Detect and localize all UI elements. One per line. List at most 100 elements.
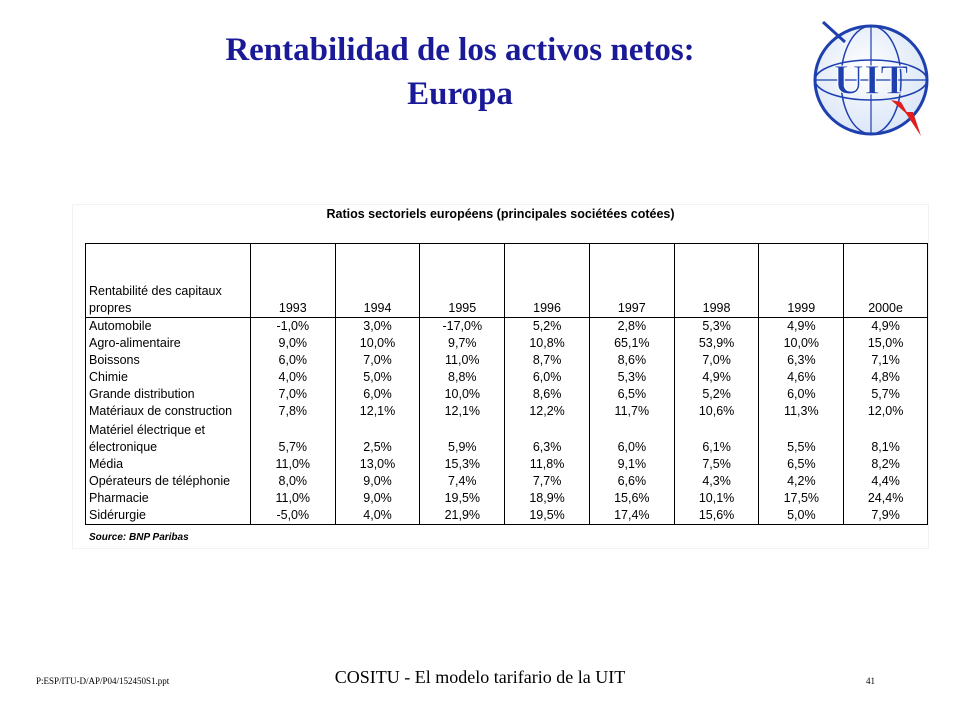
ratio-cell: 4,0% (249, 369, 336, 386)
ratio-cell: 8,0% (249, 473, 336, 490)
ratio-cell: 11,0% (419, 352, 506, 369)
ratio-cell: 7,5% (673, 456, 760, 473)
year-header: 1994 (334, 243, 421, 318)
table-row: Matériel électrique et électronique 5,7% 2… (85, 420, 928, 456)
ratio-cell: 12,1% (419, 403, 506, 420)
ratio-cell: 9,0% (334, 473, 421, 490)
ratio-cell: 5,0% (758, 507, 845, 525)
sector-label: Agro-alimentaire (85, 335, 251, 352)
table-row: Opérateurs de téléphonie 8,0% 9,0% 7,4% 7,7%… (85, 473, 928, 490)
slide-title-line2: Europa (407, 76, 513, 112)
sector-label: Matériaux de construction (85, 403, 251, 420)
table-row: Chimie 4,0% 5,0% 8,8% 6,0% 5,3% 4,9% 4,6% 4,8% (85, 369, 928, 386)
header-label: Rentabilité des capitaux propres (85, 243, 251, 318)
ratio-cell: 8,7% (504, 352, 590, 369)
ratio-cell: 6,0% (504, 369, 590, 386)
page-number: 41 (866, 676, 875, 686)
ratio-cell: 4,2% (758, 473, 845, 490)
ratio-cell: 5,7% (249, 420, 336, 456)
ratio-cell: 4,8% (843, 369, 928, 386)
ratio-cell: 11,3% (758, 403, 845, 420)
logo-text: UIT (834, 58, 909, 104)
ratio-cell: 10,1% (673, 490, 760, 507)
ratio-cell: 18,9% (504, 490, 590, 507)
ratio-cell: 7,1% (843, 352, 928, 369)
ratio-cell: 12,0% (843, 403, 928, 420)
ratio-cell: 9,1% (588, 456, 675, 473)
sector-label: Pharmacie (85, 490, 251, 507)
ratio-cell: 65,1% (588, 335, 675, 352)
ratio-cell: 5,3% (588, 369, 675, 386)
ratio-cell: 10,0% (419, 386, 506, 403)
table-row: Matériaux de construction 7,8% 12,1% 12,1% 1… (85, 403, 928, 420)
table-row: Grande distribution 7,0% 6,0% 10,0% 8,6% 6,5%… (85, 386, 928, 403)
ratio-cell: 4,9% (673, 369, 760, 386)
ratio-cell: 7,9% (843, 507, 928, 525)
ratio-cell: 21,9% (419, 507, 506, 525)
ratio-cell: 5,7% (843, 386, 928, 403)
ratio-cell: 11,7% (588, 403, 675, 420)
year-header: 2000e (843, 243, 928, 318)
ratio-cell: 8,2% (843, 456, 928, 473)
ratio-cell: 8,6% (588, 352, 675, 369)
ratio-cell: 9,0% (334, 490, 421, 507)
ratio-cell: 7,8% (249, 403, 336, 420)
ratio-cell: 4,4% (843, 473, 928, 490)
ratio-cell: 15,0% (843, 335, 928, 352)
itu-globe-logo-icon: UIT (813, 20, 929, 136)
ratio-cell: 4,9% (843, 317, 928, 335)
table-row: Pharmacie 11,0% 9,0% 19,5% 18,9% 15,6% 10,1% 17… (85, 490, 928, 507)
ratio-cell: -1,0% (249, 317, 336, 335)
ratio-cell: 5,9% (419, 420, 506, 456)
ratio-cell: 6,0% (249, 352, 336, 369)
table-row: Boissons 6,0% 7,0% 11,0% 8,7% 8,6% 7,0% 6,3% 7,1… (85, 352, 928, 369)
ratio-cell: -5,0% (249, 507, 336, 525)
table-row: Média 11,0% 13,0% 15,3% 11,8% 9,1% 7,5% 6,5% 8,2… (85, 456, 928, 473)
sector-label: Chimie (85, 369, 251, 386)
ratio-cell: 7,7% (504, 473, 590, 490)
sector-label: Média (85, 456, 251, 473)
ratio-cell: 11,8% (504, 456, 590, 473)
ratio-cell: 10,8% (504, 335, 590, 352)
ratio-cell: 15,6% (588, 490, 675, 507)
ratio-cell: 9,7% (419, 335, 506, 352)
ratio-cell: 6,6% (588, 473, 675, 490)
table-row: Agro-alimentaire 9,0% 10,0% 9,7% 10,8% 65,1% 5… (85, 335, 928, 352)
ratio-cell: 5,0% (334, 369, 421, 386)
sector-label: Sidérurgie (85, 507, 251, 525)
ratio-cell: 4,3% (673, 473, 760, 490)
ratio-cell: 24,4% (843, 490, 928, 507)
ratio-cell: 2,5% (334, 420, 421, 456)
ratio-cell: 8,1% (843, 420, 928, 456)
ratio-cell: 6,3% (758, 352, 845, 369)
ratio-cell: 5,2% (504, 317, 590, 335)
footer-title: COSITU - El modelo tarifario de la UIT (334, 667, 626, 687)
ratio-cell: 6,0% (334, 386, 421, 403)
sector-label: Automobile (85, 317, 251, 335)
ratio-cell: 5,3% (673, 317, 760, 335)
ratio-cell: 7,0% (673, 352, 760, 369)
year-header: 1996 (504, 243, 590, 318)
sector-ratios-panel: Ratios sectoriels européens (principales… (73, 205, 928, 548)
year-header: 1998 (673, 243, 760, 318)
slide-title: Rentabilidad de los activos netos: Europ… (150, 28, 770, 116)
year-header: 1995 (419, 243, 506, 318)
sector-label: Boissons (85, 352, 251, 369)
ratio-cell: 17,4% (588, 507, 675, 525)
ratio-cell: 15,3% (419, 456, 506, 473)
table-row: Sidérurgie -5,0% 4,0% 21,9% 19,5% 17,4% 15,6% 5… (85, 507, 928, 525)
ratio-cell: 7,0% (249, 386, 336, 403)
ratio-cell: 4,0% (334, 507, 421, 525)
sector-ratios-table: Rentabilité des capitaux propres 1993 19… (85, 243, 928, 525)
year-header: 1997 (588, 243, 675, 318)
ratio-cell: 12,2% (504, 403, 590, 420)
ratio-cell: 4,6% (758, 369, 845, 386)
ratio-cell: 9,0% (249, 335, 336, 352)
ratio-cell: 53,9% (673, 335, 760, 352)
ratio-cell: 19,5% (504, 507, 590, 525)
table-row: Automobile -1,0% 3,0% -17,0% 5,2% 2,8% 5,3% 4,9… (85, 317, 928, 335)
ratio-cell: 6,0% (588, 420, 675, 456)
ratio-cell: 7,0% (334, 352, 421, 369)
ratio-cell: 7,4% (419, 473, 506, 490)
ratio-cell: 5,5% (758, 420, 845, 456)
